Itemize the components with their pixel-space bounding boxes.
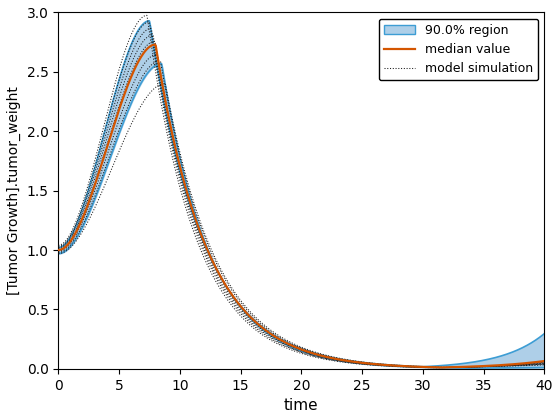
- model simulation: [380, 362, 387, 367]
- model simulation: [276, 333, 282, 338]
- Line: model simulation: model simulation: [58, 84, 544, 367]
- model simulation: [161, 81, 168, 86]
- Legend: 90.0% region, median value, model simulation: 90.0% region, median value, model simula…: [379, 19, 538, 80]
- model simulation: [422, 364, 428, 369]
- Y-axis label: [Tumor Growth].tumor_weight: [Tumor Growth].tumor_weight: [7, 86, 21, 295]
- model simulation: [55, 251, 62, 256]
- model simulation: [541, 362, 548, 368]
- model simulation: [181, 167, 188, 172]
- model simulation: [443, 365, 450, 370]
- model simulation: [141, 98, 148, 103]
- X-axis label: time: time: [284, 398, 319, 413]
- model simulation: [342, 357, 349, 362]
